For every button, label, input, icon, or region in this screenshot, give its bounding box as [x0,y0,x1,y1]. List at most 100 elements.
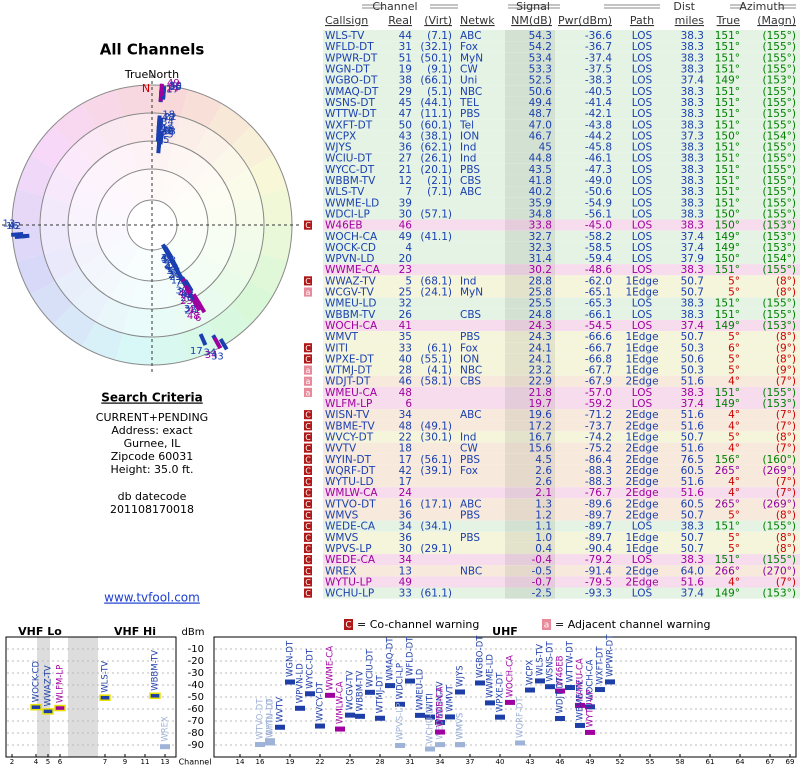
cell-pwr: -86.4 [585,454,612,466]
cell-pwr: -44.2 [585,130,612,142]
cell-call: WCPX [325,130,356,142]
cell-real: 43 [399,130,412,142]
cell-path: LOS [632,41,653,53]
north-label: TrueNorth [124,68,179,81]
cell-path: LOS [632,298,653,310]
cell-pwr: -74.2 [585,431,612,443]
cell-virt: (32.1) [420,41,452,53]
cell-nm: 50.6 [529,86,553,98]
cell-nm: 49.4 [529,97,553,109]
site-link[interactable]: www.tvfool.com [104,591,200,605]
cell-real: 16 [399,498,413,510]
signal-label: WVCY-DT [316,681,326,721]
x-tick-label: 11 [141,758,150,766]
table-row [323,286,800,298]
signal-mark [54,704,66,712]
cell-real: 48 [399,387,412,399]
nm-cell [505,397,555,410]
cell-call: WEDE-CA [325,521,376,533]
polar-label: 4 [184,291,190,302]
nm-cell [505,174,555,187]
polar-sector [152,126,274,225]
nm-cell [505,219,555,231]
warning-badge [304,387,312,397]
cell-true: 5° [728,365,740,377]
signal-mark [405,678,415,684]
cell-dist: 38.3 [681,264,704,276]
table-row [323,487,800,499]
criteria-line: Height: 35.0 ft. [110,463,193,476]
criteria-title: Search Criteria [101,391,202,405]
warning-badge [304,354,312,364]
table-row [323,275,800,287]
cell-pwr: -36.6 [585,30,612,42]
warning-text: C [305,422,311,431]
table-row [323,498,800,510]
vhf-box [5,636,177,758]
cell-real: 20 [399,253,412,265]
cell-pwr: -71.2 [585,409,612,421]
signal-mark [365,689,375,695]
cell-call: WVTV [325,443,357,455]
signal-label: WMLW-CA [336,681,346,724]
cell-true: 149° [715,231,740,243]
signal-label: WBBM-TV [151,650,161,691]
x-tick-label: 7 [103,758,107,766]
nm-cell [505,375,555,387]
signal-mark [335,726,345,732]
polar-label: 28 [162,124,175,135]
table-row [323,319,800,332]
cell-virt: (5.1) [427,86,452,98]
warning-text: C [305,556,311,565]
signal-mark [515,740,525,746]
cell-pwr: -37.5 [585,64,612,76]
cell-nm: 54.3 [529,30,552,42]
signal-mark [505,699,515,705]
cell-dist: 38.3 [681,309,704,321]
signal-label: WMEU-CA [576,658,586,700]
cell-magn: (155°) [763,197,796,209]
polar-label: 36 [169,82,182,93]
table-row [323,464,800,476]
cell-virt: (11.1) [420,108,452,120]
cell-virt: (7.1) [427,30,452,42]
polar-sector [152,225,274,324]
y-tick-label: -30 [188,668,204,679]
cell-real: 13 [399,565,412,577]
signal-mark [525,687,535,693]
cell-virt: (34.1) [420,521,452,533]
table-row [323,141,800,153]
cell-call: WGN-DT [325,64,370,76]
signal-label: WMVS [456,713,466,740]
cell-virt: (39.1) [420,465,452,477]
cell-nm: 41.8 [529,175,552,187]
polar-label: 22 [164,112,177,123]
x-tick-label: 14 [236,758,245,766]
cell-pwr: -76.7 [585,487,612,499]
signal-label: WCPX [526,660,536,685]
cell-path: LOS [632,242,653,254]
cell-true: 151° [715,554,740,566]
cell-call: WCHU-LP [325,588,374,600]
cell-magn: (7°) [776,576,796,588]
cell-nm: 44.8 [529,153,552,165]
nm-cell [505,119,555,131]
cell-virt: (4.1) [427,365,452,377]
cell-pwr: -56.1 [585,208,612,220]
signal-mark [565,685,575,691]
signal-mark [345,712,355,718]
polar-label: 36 [168,270,181,281]
cell-true: 266° [715,565,740,577]
warning-badge [304,376,312,386]
cell-net: Fox [460,465,478,477]
polar-label: 34 [161,117,174,128]
signal-label: WCHU-LP [426,704,436,744]
cell-real: 49 [399,576,412,588]
cell-net: ABC [460,30,482,42]
signal-label: WLS-TV [101,661,111,693]
polar-label: 48 [162,113,175,124]
warning-badge [304,220,312,230]
cell-net: TEL [459,97,479,109]
cell-dist: 37.4 [681,320,705,332]
